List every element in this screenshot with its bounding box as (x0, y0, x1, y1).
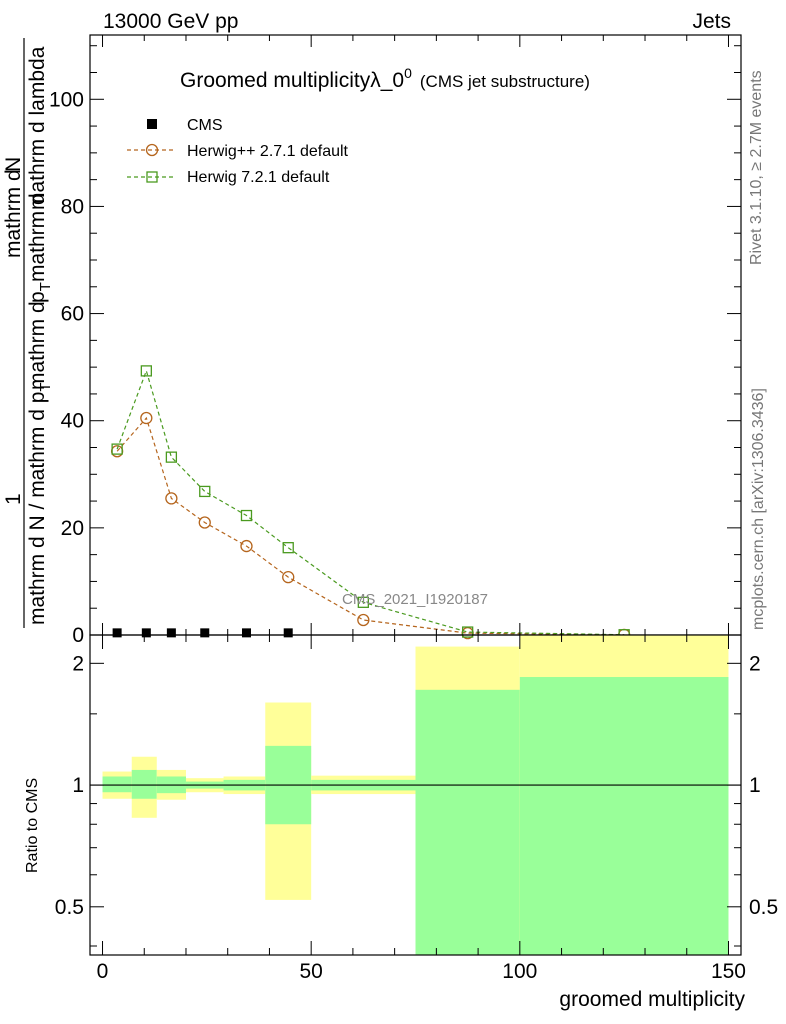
rivet-version-label: Rivet 3.1.10, ≥ 2.7M events (748, 70, 765, 265)
x-tick-label: 0 (97, 960, 109, 983)
ratio-panel: 0.5 0.5 1 1 2 2 0 50 100 150 Ratio to CMS groomed… (24, 634, 778, 1011)
ratio-band-inner (415, 689, 520, 955)
ratio-band-inner (102, 776, 132, 793)
main-y-tick-label: 100 (49, 88, 84, 111)
y-label-numerator-top: 1 (2, 493, 25, 505)
plot-title-sub: (CMS jet substructure) (420, 72, 590, 91)
series-line-herwig7 (116, 368, 625, 636)
ratio-y-tick-label: 1 (72, 774, 84, 797)
header-process-label: Jets (692, 10, 731, 33)
data-point-cms (166, 628, 176, 638)
data-point-herwigpp (282, 570, 295, 584)
data-point-herwigpp (240, 539, 253, 553)
data-point-herwig7 (111, 443, 123, 455)
data-point-cms (141, 628, 151, 638)
ratio-band-inner (519, 677, 729, 955)
data-point-herwigpp (140, 411, 153, 425)
legend-label-herwig7: Herwig 7.2.1 default (187, 169, 330, 186)
x-tick-label: 100 (502, 960, 537, 983)
data-point-cms (283, 628, 293, 638)
legend-marker-cms (147, 119, 157, 129)
series-line-herwigpp (116, 416, 625, 636)
main-y-tick-label: 20 (61, 517, 84, 540)
analysis-watermark: CMS_2021_I1920187 (342, 591, 488, 608)
y-label-num-p-sub: T (37, 282, 54, 291)
y-label-num-p: p (26, 291, 49, 303)
header-energy-label: 13000 GeV pp (103, 10, 238, 33)
x-axis-title: groomed multiplicity (559, 988, 745, 1011)
legend-label-cms: CMS (187, 117, 223, 134)
ratio-panel-frame (89, 634, 742, 956)
data-point-herwig7 (240, 509, 253, 522)
data-point-cms (200, 628, 210, 638)
legend-marker-herwig7 (146, 171, 158, 183)
data-point-herwig7 (140, 365, 152, 377)
y-label-den-text: mathrm d N / mathrm d p (26, 392, 49, 625)
main-y-axis-label: 1 mathrm d N / mathrm d pT mathrm d pT m… (2, 38, 54, 628)
y-label-den-sub: T (37, 382, 54, 391)
y-label-numerator-d: mathrm d (2, 169, 25, 258)
data-point-herwigpp (198, 516, 211, 529)
ratio-y-tick-label-right: 2 (749, 652, 761, 675)
legend-marker-herwigpp (145, 143, 159, 157)
ratio-y-tick-label-right: 1 (749, 774, 761, 797)
data-point-herwig7 (462, 626, 474, 638)
ratio-y-tick-label-right: 0.5 (749, 896, 778, 919)
plot-title-sup: 0 (404, 65, 412, 81)
y-label-numerator-e: N (2, 157, 25, 172)
ratio-bands (102, 635, 729, 955)
plot-title-text: Groomed multiplicity (180, 69, 371, 92)
main-y-tick-label: 40 (61, 410, 84, 433)
main-y-axis: 0 20 40 60 80 100 (49, 35, 741, 647)
ratio-y-tick-label: 2 (72, 652, 84, 675)
data-point-cms (241, 628, 251, 638)
data-point-cms (112, 628, 122, 638)
ratio-y-label: Ratio to CMS (24, 778, 41, 873)
legend: CMS Herwig++ 2.7.1 default Herwig 7.2.1 … (127, 117, 349, 186)
data-point-herwigpp (165, 492, 178, 505)
ratio-axes: 0.5 0.5 1 1 2 2 0 50 100 150 (55, 635, 778, 983)
ratio-band-inner (131, 769, 157, 799)
y-label-numerator-c: mathrm d (26, 193, 49, 282)
plot-title: Groomed multiplicityλ_00 (CMS jet substru… (180, 65, 590, 92)
legend-label-herwigpp: Herwig++ 2.7.1 default (187, 143, 349, 160)
data-point-herwig7 (282, 542, 294, 554)
y-label-denominator: mathrm d N / mathrm d pT (26, 382, 54, 625)
ratio-y-tick-label: 0.5 (55, 896, 84, 919)
data-point-herwigpp (357, 613, 370, 627)
plot-title-symbol: λ_0 (370, 69, 404, 92)
y-label-numerator-f: mathrm d lambda (26, 46, 49, 210)
mcplots-credit-label: mcplots.cern.ch [arXiv:1306.3436] (750, 388, 767, 630)
x-tick-label: 50 (299, 960, 322, 983)
data-point-herwig7 (199, 485, 211, 498)
main-y-tick-label: 0 (72, 624, 84, 647)
data-point-herwig7 (357, 596, 369, 608)
y-label-numerator-a: mathrm d (26, 301, 49, 390)
x-tick-label: 150 (711, 960, 746, 983)
main-y-tick-label: 80 (61, 195, 84, 218)
data-point-herwig7 (165, 451, 178, 463)
y-label-numerator-b: pT (26, 282, 54, 303)
main-y-tick-label: 60 (61, 303, 84, 326)
